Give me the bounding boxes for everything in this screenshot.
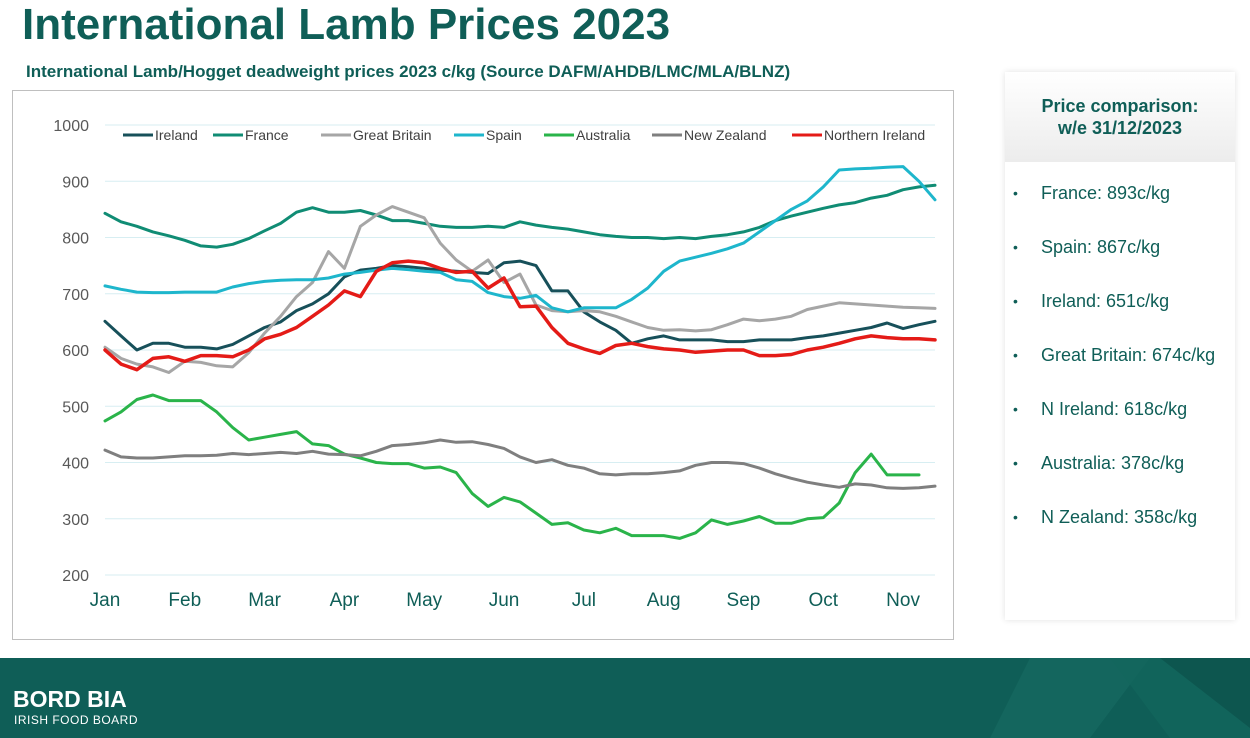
price-comparison-panel: Price comparison: w/e 31/12/2023 • France… xyxy=(1005,72,1235,620)
price-item-label: France: 893c/kg xyxy=(1041,183,1171,203)
footer-decoration xyxy=(990,658,1250,738)
y-tick-label: 600 xyxy=(62,343,89,360)
x-tick-label: Feb xyxy=(168,590,201,611)
price-item-label: Ireland: 651c/kg xyxy=(1041,291,1170,311)
price-item-label: Great Britain: 674c/kg xyxy=(1041,345,1216,365)
price-item-great-britain: • Great Britain: 674c/kg xyxy=(1005,324,1235,378)
legend-label: New Zealand xyxy=(684,127,767,143)
price-item-spain: • Spain: 867c/kg xyxy=(1005,216,1235,270)
series-line-great-britain xyxy=(103,205,937,374)
bullet-icon: • xyxy=(1013,347,1018,363)
price-item-france: • France: 893c/kg xyxy=(1005,162,1235,216)
chart-series xyxy=(103,165,937,540)
x-tick-label: Apr xyxy=(330,590,360,611)
legend-item-spain: Spain xyxy=(454,127,522,143)
chart-frame: 200 300 400 500 600 700 800 900 1000 Jan Feb Mar Apr… xyxy=(12,90,954,640)
y-tick-label: 400 xyxy=(62,456,89,473)
legend-item-ireland: Ireland xyxy=(123,127,198,143)
y-tick-label: 500 xyxy=(62,399,89,416)
y-tick-label: 700 xyxy=(62,287,89,304)
y-tick-label: 300 xyxy=(62,512,89,529)
series-line-australia xyxy=(103,393,921,540)
price-item-ireland: • Ireland: 651c/kg xyxy=(1005,270,1235,324)
price-item-australia: • Australia: 378c/kg xyxy=(1005,432,1235,486)
y-tick-label: 200 xyxy=(62,568,89,585)
legend-label: France xyxy=(245,127,289,143)
x-tick-label: Jan xyxy=(90,590,121,611)
x-tick-label: Sep xyxy=(727,590,761,611)
x-tick-label: Mar xyxy=(248,590,281,611)
bullet-icon: • xyxy=(1013,455,1018,471)
bullet-icon: • xyxy=(1013,509,1018,525)
page-title: International Lamb Prices 2023 xyxy=(22,0,671,49)
x-tick-label: Jul xyxy=(572,590,596,611)
series-line-northern-ireland xyxy=(103,259,937,372)
chart-legend: Ireland France Great Britain Spain Australia… xyxy=(123,127,925,143)
bullet-icon: • xyxy=(1013,401,1018,417)
x-tick-label: Aug xyxy=(647,590,681,611)
brand-logo: BORD BIA xyxy=(13,686,127,712)
price-comparison-list: • France: 893c/kg • Spain: 867c/kg • Irelan… xyxy=(1005,162,1235,540)
price-item-label: N Zealand: 358c/kg xyxy=(1041,507,1198,527)
legend-item-northern-ireland: Northern Ireland xyxy=(792,127,925,143)
bullet-icon: • xyxy=(1013,185,1018,201)
legend-label: Ireland xyxy=(155,127,198,143)
chart-gridlines xyxy=(105,124,935,576)
y-tick-label: 800 xyxy=(62,231,89,248)
price-item-n-zealand: • N Zealand: 358c/kg xyxy=(1005,486,1235,540)
legend-item-great-britain: Great Britain xyxy=(321,127,432,143)
x-tick-label: Nov xyxy=(886,590,920,611)
legend-label: Australia xyxy=(576,127,631,143)
legend-label: Great Britain xyxy=(353,127,432,143)
x-tick-label: Jun xyxy=(489,590,520,611)
series-line-ireland xyxy=(103,259,937,352)
legend-label: Spain xyxy=(486,127,522,143)
series-line-new-zealand xyxy=(103,438,937,490)
legend-item-france: France xyxy=(213,127,289,143)
series-line-spain xyxy=(103,165,937,314)
legend-item-australia: Australia xyxy=(544,127,631,143)
price-item-label: Spain: 867c/kg xyxy=(1041,237,1161,257)
y-tick-label: 1000 xyxy=(53,118,89,135)
price-comparison-title: Price comparison: xyxy=(1041,96,1199,116)
price-comparison-header: Price comparison: w/e 31/12/2023 xyxy=(1005,72,1235,162)
brand-tagline: IRISH FOOD BOARD xyxy=(14,713,139,727)
price-item-label: Australia: 378c/kg xyxy=(1041,453,1185,473)
y-tick-label: 900 xyxy=(62,174,89,191)
price-comparison-date: w/e 31/12/2023 xyxy=(1057,118,1183,138)
x-tick-label: May xyxy=(406,590,442,611)
x-tick-label: Oct xyxy=(808,590,838,611)
price-item-label: N Ireland: 618c/kg xyxy=(1041,399,1188,419)
footer-bar: BORD BIA IRISH FOOD BOARD xyxy=(0,658,1250,738)
bullet-icon: • xyxy=(1013,293,1018,309)
series-line-france xyxy=(103,183,937,249)
bullet-icon: • xyxy=(1013,239,1018,255)
legend-label: Northern Ireland xyxy=(824,127,925,143)
chart-axes: 200 300 400 500 600 700 800 900 1000 Jan Feb Mar Apr… xyxy=(53,118,920,611)
line-chart: 200 300 400 500 600 700 800 900 1000 Jan Feb Mar Apr… xyxy=(53,118,937,611)
price-item-n-ireland: • N Ireland: 618c/kg xyxy=(1005,378,1235,432)
chart-title: International Lamb/Hogget deadweight pri… xyxy=(26,62,791,81)
legend-item-new-zealand: New Zealand xyxy=(652,127,767,143)
